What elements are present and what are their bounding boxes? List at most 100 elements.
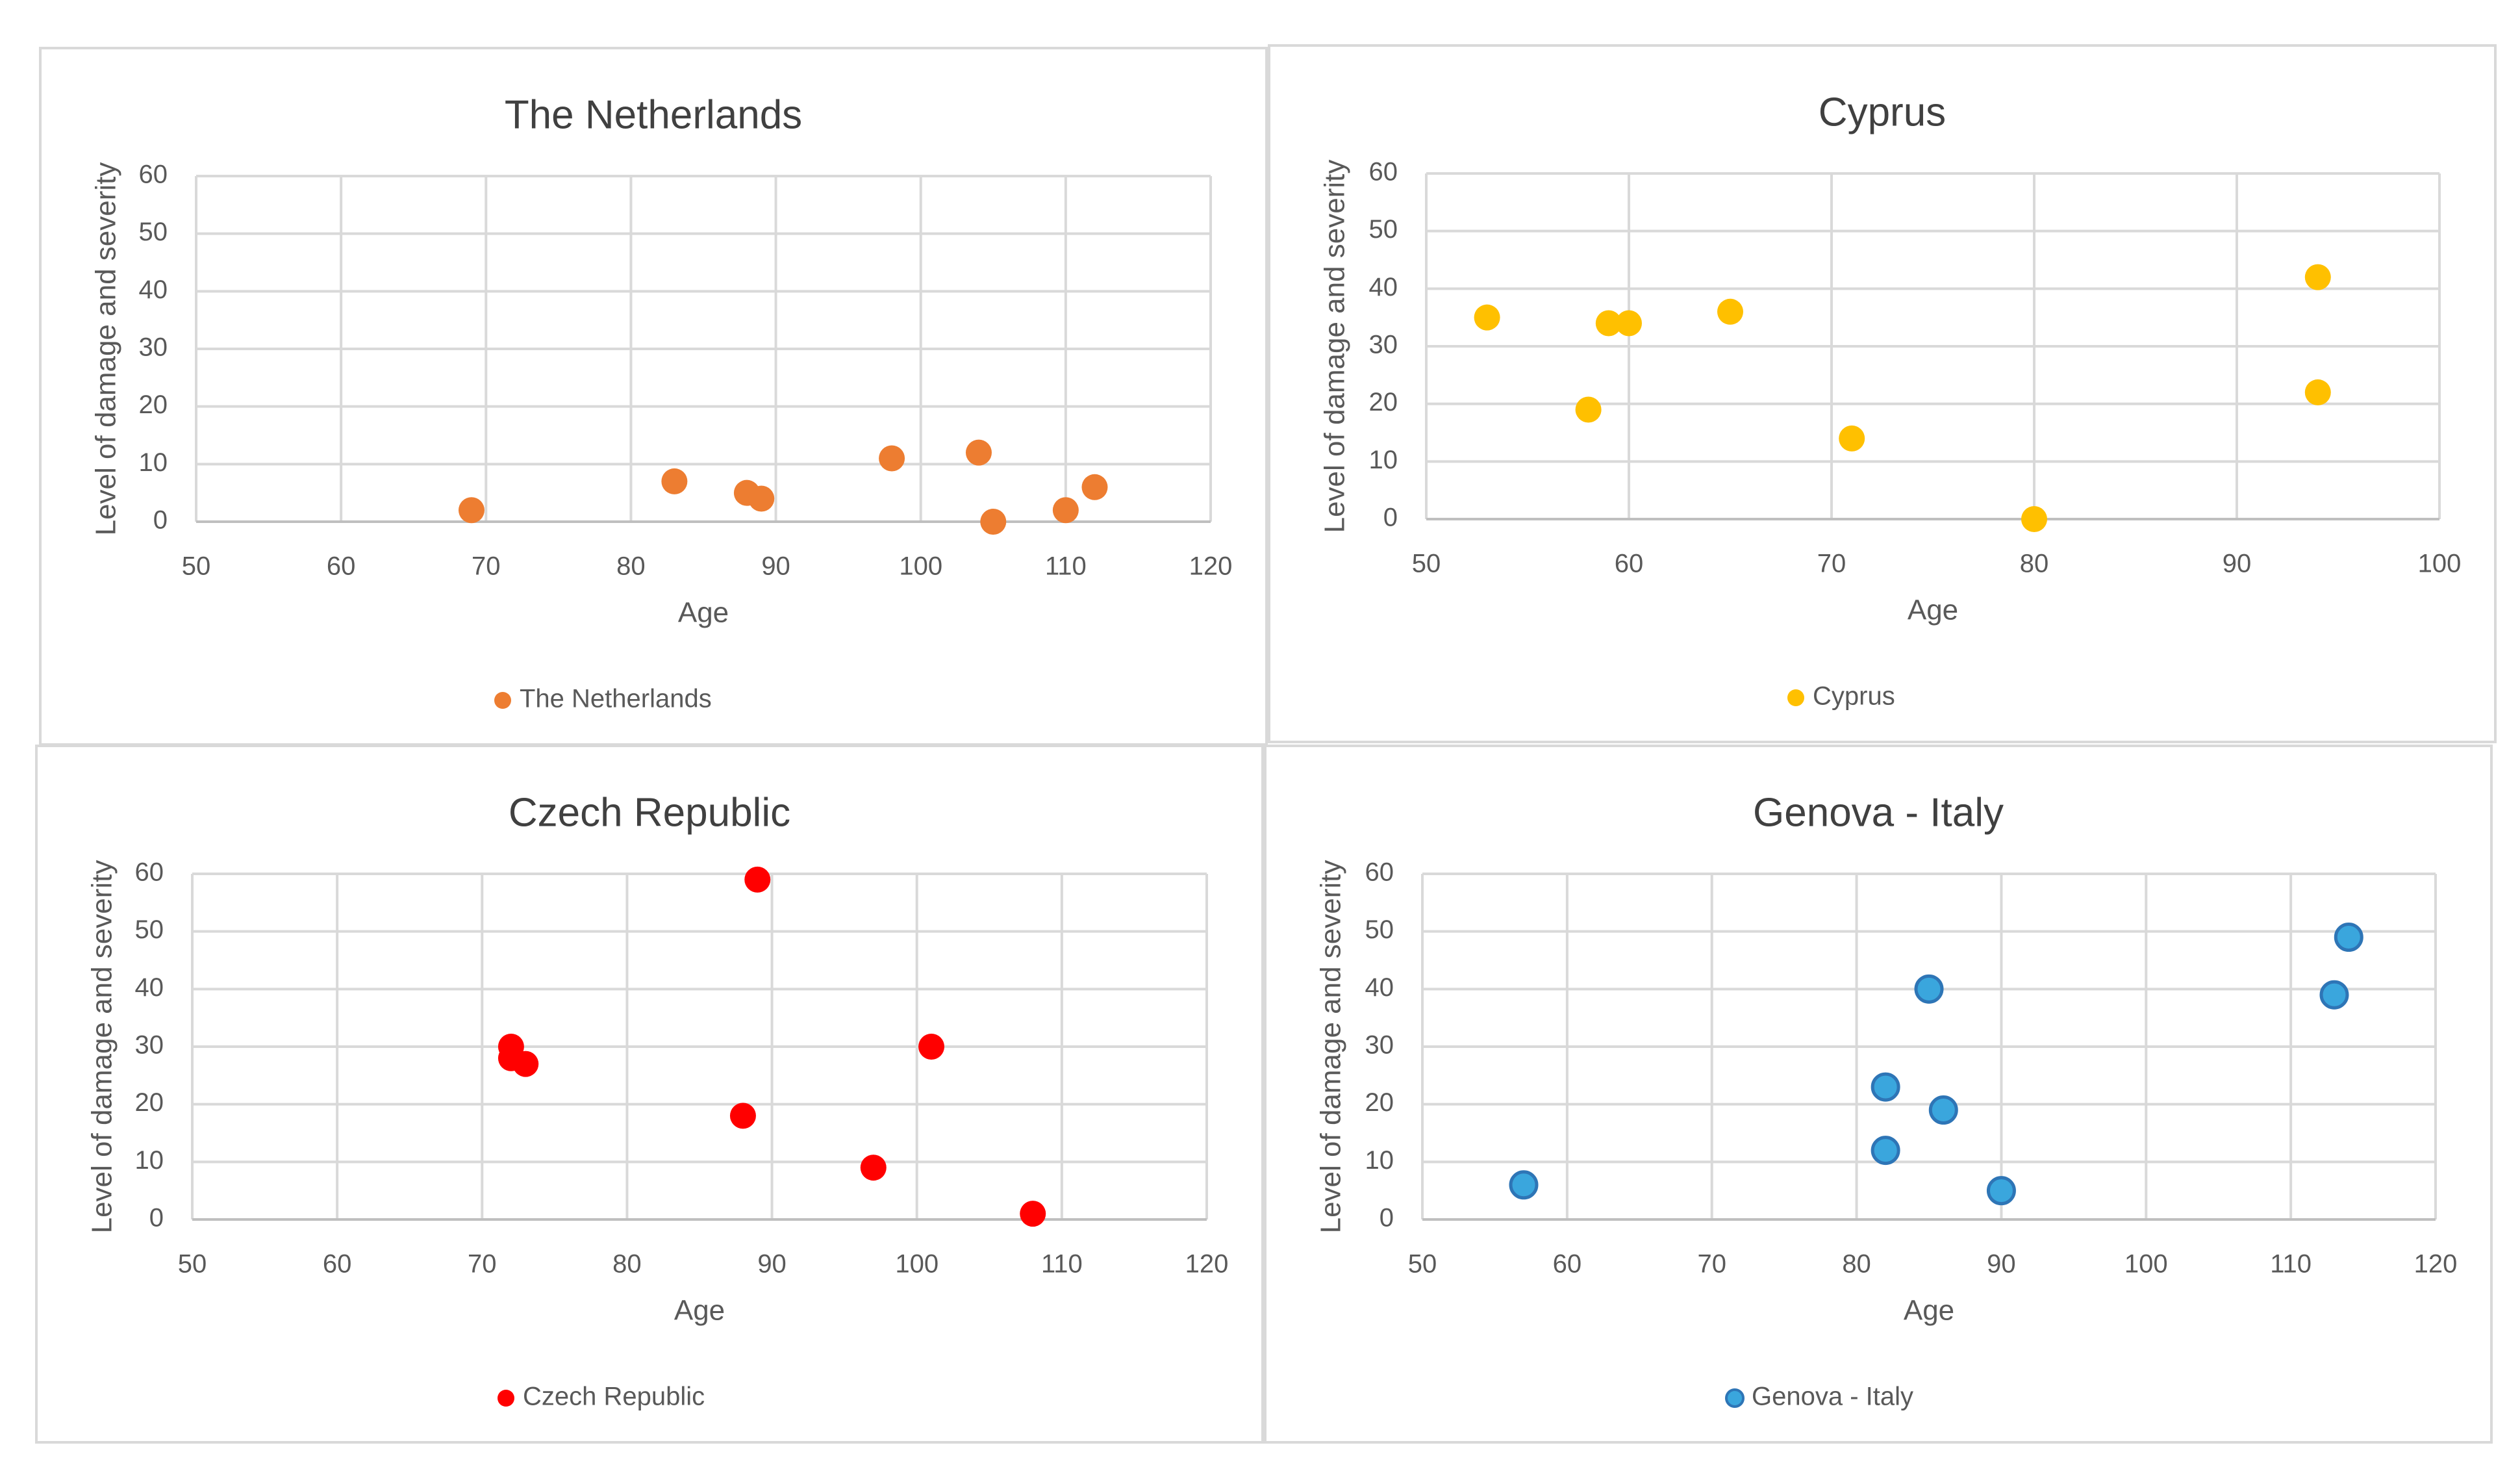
data-point-cyprus: [2021, 506, 2047, 532]
y-tick-label: 40: [1365, 973, 1394, 1002]
data-point-the-netherlands: [748, 485, 775, 512]
x-tick-label: 60: [327, 552, 355, 581]
y-axis-label: Level of damage and severity: [1319, 160, 1351, 533]
x-tick-label: 120: [2414, 1250, 2458, 1279]
chart-title: Genova - Italy: [1753, 790, 2004, 835]
y-tick-label: 30: [135, 1031, 164, 1060]
x-tick-label: 80: [616, 552, 646, 581]
x-tick-label: 100: [899, 552, 942, 581]
x-tick-label: 100: [2418, 550, 2462, 578]
x-tick-label: 90: [2223, 550, 2252, 578]
data-point-cyprus: [1717, 298, 1743, 325]
y-tick-label: 40: [139, 275, 168, 304]
x-tick-label: 60: [1615, 550, 1644, 578]
y-tick-label: 20: [139, 390, 168, 419]
x-tick-label: 110: [1041, 1250, 1083, 1279]
data-point-czech-republic: [512, 1051, 539, 1077]
x-axis-label: Age: [1904, 1295, 1954, 1327]
data-point-czech-republic: [729, 1103, 756, 1129]
y-tick-label: 20: [1365, 1088, 1394, 1117]
legend-marker: [494, 692, 511, 709]
y-tick-label: 50: [1369, 215, 1398, 244]
data-point-cyprus: [1575, 396, 1602, 423]
data-point-genova-italy: [1509, 1170, 1539, 1200]
legend-label: The Netherlands: [520, 685, 712, 713]
chart-title: Czech Republic: [509, 790, 790, 835]
x-tick-label: 110: [2270, 1250, 2312, 1279]
data-point-cyprus: [1839, 425, 1865, 452]
data-point-the-netherlands: [965, 439, 992, 466]
data-point-the-netherlands: [980, 509, 1007, 535]
legend-marker: [498, 1390, 514, 1407]
x-tick-label: 80: [612, 1250, 642, 1279]
data-point-genova-italy: [1986, 1176, 2016, 1206]
data-point-cyprus: [2304, 379, 2331, 405]
y-tick-label: 50: [135, 915, 164, 944]
x-tick-label: 80: [2020, 550, 2049, 578]
legend-label: Czech Republic: [523, 1383, 705, 1411]
legend-label: Cyprus: [1813, 682, 1895, 711]
chart-panel-czech-republic: Czech Republic 0 10 20 30 40 50 60 50 60 70 80 90 100…: [35, 745, 1264, 1444]
legend-marker: [1725, 1388, 1745, 1408]
data-point-cyprus: [2304, 264, 2331, 290]
y-tick-label: 50: [1365, 915, 1394, 944]
chart-czech-republic: Czech Republic 0 10 20 30 40 50 60 50 60 70 80 90 100…: [86, 790, 1229, 1411]
y-tick-label: 60: [1365, 858, 1394, 887]
y-tick-label: 60: [135, 858, 164, 887]
y-tick-label: 20: [1369, 388, 1398, 416]
legend-label: Genova - Italy: [1752, 1383, 1913, 1411]
y-tick-label: 10: [139, 448, 168, 477]
y-axis-label: Level of damage and severity: [90, 162, 122, 536]
x-tick-label: 70: [1697, 1250, 1726, 1279]
x-tick-label: 80: [1842, 1250, 1871, 1279]
x-tick-label: 90: [1987, 1250, 2016, 1279]
y-axis-label: Level of damage and severity: [86, 860, 118, 1234]
y-tick-label: 30: [1365, 1031, 1394, 1060]
y-tick-label: 60: [139, 160, 168, 189]
data-point-the-netherlands: [879, 445, 905, 472]
x-tick-label: 50: [182, 552, 211, 581]
x-tick-label: 60: [1553, 1250, 1582, 1279]
chart-cyprus: Cyprus 0 10 20 30 40 50 60 50 60 70 80 90 100 Age Level…: [1319, 90, 2462, 711]
data-point-cyprus: [1595, 310, 1622, 337]
chart-netherlands: The Netherlands 0 10 20 30 40 50 60 50 60 70 80 90 10…: [90, 92, 1233, 713]
y-tick-label: 0: [149, 1204, 164, 1232]
y-tick-label: 40: [135, 973, 164, 1002]
y-axis-label: Level of damage and severity: [1315, 860, 1347, 1234]
x-tick-label: 70: [472, 552, 501, 581]
y-tick-label: 30: [139, 333, 168, 362]
data-point-the-netherlands: [661, 468, 688, 494]
x-tick-label: 50: [1412, 550, 1441, 578]
chart-panel-genova-italy: Genova - Italy 0 10 20 30 40 50 60 50 60 70 80 90 100…: [1264, 745, 2493, 1444]
x-tick-label: 50: [1408, 1250, 1437, 1279]
x-tick-label: 60: [323, 1250, 351, 1279]
chart-title: The Netherlands: [505, 92, 802, 137]
x-tick-label: 120: [1185, 1250, 1229, 1279]
data-point-cyprus: [1474, 304, 1500, 331]
y-tick-label: 0: [153, 506, 168, 535]
x-axis-label: Age: [1908, 594, 1958, 626]
y-tick-label: 0: [1380, 1204, 1394, 1232]
data-point-genova-italy: [1871, 1072, 1900, 1102]
data-point-genova-italy: [2334, 923, 2363, 952]
x-axis-label: Age: [678, 597, 729, 629]
y-tick-label: 0: [1383, 504, 1398, 532]
chart-genova-italy: Genova - Italy 0 10 20 30 40 50 60 50 60 70 80 90 100…: [1315, 790, 2458, 1411]
y-tick-label: 40: [1369, 273, 1398, 301]
x-tick-label: 50: [178, 1250, 207, 1279]
data-point-genova-italy: [2319, 980, 2349, 1010]
x-tick-label: 100: [2124, 1250, 2168, 1279]
x-tick-label: 110: [1045, 552, 1087, 581]
x-tick-label: 120: [1189, 552, 1233, 581]
y-tick-label: 10: [1369, 446, 1398, 474]
legend-marker: [1787, 689, 1804, 706]
data-point-the-netherlands: [458, 497, 485, 524]
y-tick-label: 10: [1365, 1146, 1394, 1175]
y-tick-label: 20: [135, 1088, 164, 1117]
data-point-czech-republic: [860, 1155, 887, 1181]
x-tick-label: 90: [757, 1250, 787, 1279]
x-tick-label: 100: [895, 1250, 939, 1279]
y-tick-label: 30: [1369, 331, 1398, 359]
chart-title: Cyprus: [1819, 90, 1946, 134]
y-tick-label: 60: [1369, 158, 1398, 186]
